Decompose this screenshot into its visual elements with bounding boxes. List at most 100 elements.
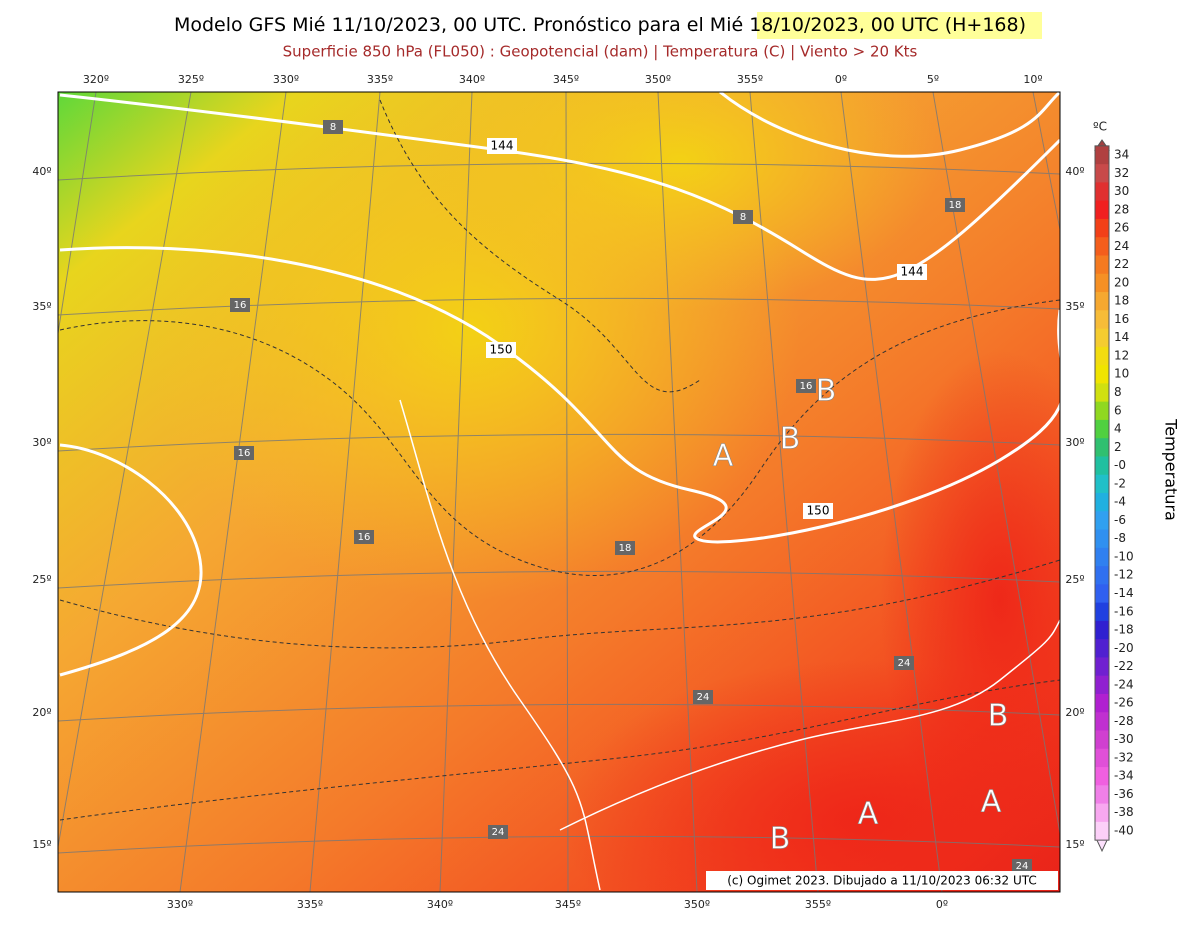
colorbar-swatch — [1095, 493, 1109, 512]
isotherm-label-box — [230, 298, 250, 312]
lon-label: 0º — [936, 898, 948, 911]
colorbar-swatch — [1095, 346, 1109, 366]
legend-label: 8 — [1114, 385, 1122, 399]
legend-label: -40 — [1114, 824, 1134, 838]
lat-label: 35º — [32, 300, 51, 313]
meridian — [932, 92, 1060, 837]
colorbar-swatch — [1095, 401, 1109, 421]
lon-label: 330º — [273, 73, 299, 86]
parallel — [58, 162, 1060, 181]
title: Modelo GFS Mié 11/10/2023, 00 UTC. Pronó… — [174, 14, 1026, 36]
colorbar-swatch — [1095, 273, 1109, 293]
lon-label: 0º — [835, 73, 847, 86]
geopotential-label: 144 — [901, 265, 924, 279]
colorbar-swatch — [1095, 511, 1109, 531]
lon-label: 335º — [367, 73, 393, 86]
lon-label: 350º — [684, 898, 710, 911]
legend-label: -10 — [1114, 549, 1134, 563]
meridian — [749, 92, 819, 892]
colorbar-swatch — [1095, 438, 1109, 457]
legend-label: -28 — [1114, 714, 1134, 728]
colorbar-swatch — [1095, 748, 1109, 768]
map-frame — [57, 91, 1061, 893]
lon-label: 325º — [178, 73, 204, 86]
isotherm-label: 16 — [800, 381, 813, 392]
lat-label: 20º — [1065, 706, 1084, 719]
colorbar-swatch — [1095, 182, 1109, 202]
geopotential-label: 150 — [490, 343, 513, 357]
legend-label: -36 — [1114, 787, 1134, 801]
legend-label: 14 — [1114, 330, 1129, 344]
isotherm-label-box — [733, 210, 753, 224]
colorbar-swatch — [1095, 712, 1109, 732]
isotherm-label: 16 — [234, 300, 247, 311]
legend-label: 22 — [1114, 257, 1129, 271]
lon-label: 5º — [927, 73, 939, 86]
lat-label: 25º — [32, 573, 51, 586]
lon-label: 350º — [645, 73, 671, 86]
lon-label: 345º — [555, 898, 581, 911]
contour-label-box — [487, 138, 517, 154]
lon-label: 345º — [553, 73, 579, 86]
legend-label: -16 — [1114, 604, 1134, 618]
title-part: Modelo GFS Mié 11/10/2023, 00 UTC. Pronó… — [174, 14, 726, 36]
pressure-center: A — [858, 797, 879, 832]
isotherm-label-box — [1012, 859, 1032, 873]
lat-label: 30º — [32, 436, 51, 449]
subtitle: Superficie 850 hPa (FL050) : Geopotencia… — [283, 43, 918, 61]
colorbar-swatch — [1095, 237, 1109, 256]
colorbar-swatch — [1095, 145, 1109, 165]
colorbar-swatch — [1095, 218, 1109, 238]
colorbar-swatch — [1095, 328, 1109, 348]
colorbar-swatch — [1095, 602, 1109, 622]
colorbar-swatch — [1095, 584, 1109, 604]
lon-label: 10º — [1023, 73, 1042, 86]
isotherm-label: 24 — [1016, 861, 1029, 872]
pressure-center: A — [713, 439, 734, 474]
colorbar-swatch — [1095, 292, 1109, 311]
colorbar-swatch — [1095, 639, 1109, 658]
isotherm-label: 24 — [492, 827, 505, 838]
isotherm-label-box — [615, 541, 635, 555]
lon-label: 340º — [427, 898, 453, 911]
legend-label: -14 — [1114, 586, 1134, 600]
map — [58, 92, 1060, 892]
isotherm-label: 8 — [740, 212, 746, 223]
legend-label: -2 — [1114, 476, 1126, 490]
meridian — [657, 92, 698, 892]
isotherm-label: 18 — [949, 200, 962, 211]
legend-label: -26 — [1114, 696, 1134, 710]
isotherm-label: 24 — [697, 692, 710, 703]
legend-label: 24 — [1114, 239, 1129, 253]
legend-label: 6 — [1114, 403, 1122, 417]
parallel — [58, 835, 1060, 854]
legend-label: 20 — [1114, 275, 1129, 289]
lon-label: 355º — [737, 73, 763, 86]
legend-title: Temperatura — [1162, 418, 1181, 521]
legend-label: 30 — [1114, 184, 1129, 198]
colorbar-swatch — [1095, 566, 1109, 585]
legend-label: -34 — [1114, 769, 1134, 783]
legend-label: -12 — [1114, 568, 1134, 582]
legend-label: 10 — [1114, 367, 1129, 381]
isotherm-label: 16 — [358, 532, 371, 543]
colorbar-swatch — [1095, 675, 1109, 695]
colorbar-swatch — [1095, 164, 1109, 183]
legend-label: 2 — [1114, 440, 1122, 454]
graticule — [58, 92, 1060, 892]
credit: (c) Ogimet 2023. Dibujado a 11/10/2023 0… — [727, 874, 1037, 888]
colorbar-swatch — [1095, 383, 1109, 403]
legend-label: 18 — [1114, 294, 1129, 308]
isotherm-label: 24 — [898, 658, 911, 669]
pressure-center: B — [770, 822, 791, 857]
credit-box — [706, 871, 1058, 890]
pressure-center: A — [981, 785, 1002, 820]
parallel — [58, 433, 1060, 452]
lon-label: 340º — [459, 73, 485, 86]
lat-label: 35º — [1065, 300, 1084, 313]
legend-label: 32 — [1114, 166, 1129, 180]
colorbar-swatch — [1095, 200, 1109, 220]
meridian — [840, 92, 943, 892]
legend-label: -32 — [1114, 750, 1134, 764]
parallel — [58, 297, 1060, 316]
